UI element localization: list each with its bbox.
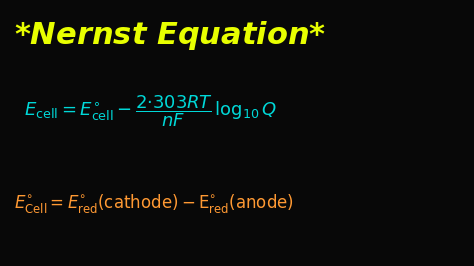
Text: $\mathbf{*}$Nernst Equation$\mathbf{*}$: $\mathbf{*}$Nernst Equation$\mathbf{*}$ — [14, 19, 327, 52]
Text: $E^{\circ}_{\rm Cell} = E^{\circ}_{\rm red}(\rm cathode) - E^{\circ}_{\rm red}(\: $E^{\circ}_{\rm Cell} = E^{\circ}_{\rm r… — [14, 192, 294, 214]
Text: $E_{\rm cell} = E^{\circ}_{\rm cell} - \dfrac{2{\cdot}303RT}{nF}\,\log_{10} Q$: $E_{\rm cell} = E^{\circ}_{\rm cell} - \… — [24, 93, 277, 129]
